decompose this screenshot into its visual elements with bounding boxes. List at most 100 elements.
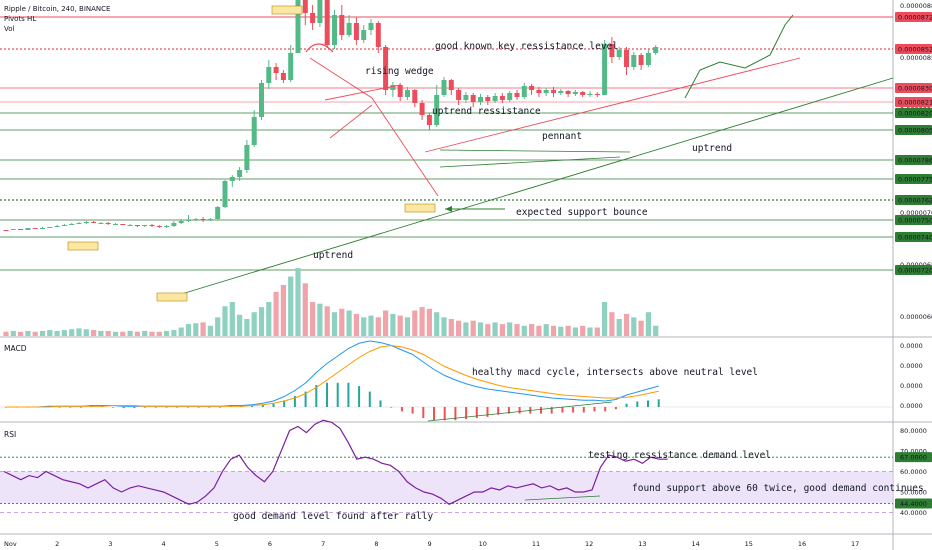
- candle[interactable]: [609, 44, 615, 57]
- candle[interactable]: [171, 223, 177, 226]
- candle[interactable]: [521, 86, 527, 97]
- candle[interactable]: [419, 103, 425, 115]
- candle[interactable]: [653, 47, 659, 53]
- candle[interactable]: [507, 93, 513, 100]
- candle[interactable]: [295, 0, 301, 53]
- candle[interactable]: [412, 90, 418, 103]
- candle[interactable]: [3, 230, 9, 231]
- candle[interactable]: [580, 92, 586, 95]
- volume-bar: [164, 330, 170, 336]
- candle[interactable]: [237, 170, 243, 177]
- candle[interactable]: [478, 97, 483, 102]
- candle[interactable]: [244, 145, 250, 170]
- candle[interactable]: [280, 73, 286, 80]
- candle[interactable]: [638, 55, 644, 65]
- candle[interactable]: [222, 181, 228, 207]
- candle[interactable]: [324, 0, 330, 45]
- macd-signal-line: [6, 344, 659, 408]
- candle[interactable]: [470, 95, 476, 102]
- candle[interactable]: [134, 225, 140, 226]
- volume-bar: [521, 325, 527, 336]
- candle[interactable]: [536, 90, 542, 93]
- candle[interactable]: [288, 53, 294, 80]
- candle[interactable]: [40, 228, 45, 229]
- candle[interactable]: [390, 85, 396, 90]
- candle[interactable]: [361, 30, 367, 40]
- candle[interactable]: [551, 90, 556, 93]
- candle[interactable]: [332, 15, 337, 45]
- candle[interactable]: [434, 95, 440, 125]
- candle[interactable]: [200, 219, 206, 220]
- candle[interactable]: [645, 53, 651, 65]
- candle[interactable]: [346, 23, 352, 35]
- time-axis-label: 11: [532, 540, 540, 548]
- support-arrow-head: [445, 206, 452, 212]
- candle[interactable]: [631, 55, 637, 67]
- candle[interactable]: [492, 96, 498, 101]
- candle[interactable]: [441, 80, 447, 95]
- candle[interactable]: [91, 222, 97, 223]
- candle[interactable]: [186, 220, 191, 221]
- candle[interactable]: [61, 225, 67, 226]
- candle[interactable]: [383, 47, 389, 90]
- candle[interactable]: [310, 13, 316, 23]
- candle[interactable]: [142, 225, 148, 226]
- candle[interactable]: [529, 86, 535, 90]
- candle[interactable]: [10, 229, 16, 230]
- candle[interactable]: [587, 94, 593, 95]
- candle[interactable]: [47, 227, 53, 228]
- candle[interactable]: [594, 94, 600, 95]
- candle[interactable]: [266, 67, 272, 83]
- candle[interactable]: [273, 67, 279, 73]
- candle[interactable]: [616, 50, 622, 57]
- volume-bar: [353, 313, 359, 336]
- candle[interactable]: [127, 225, 133, 226]
- candle[interactable]: [543, 90, 549, 93]
- candle[interactable]: [32, 228, 38, 229]
- candle[interactable]: [514, 93, 520, 97]
- candle[interactable]: [448, 80, 454, 90]
- candle[interactable]: [76, 223, 82, 224]
- candle[interactable]: [463, 95, 469, 100]
- candle[interactable]: [624, 50, 629, 67]
- candle[interactable]: [602, 44, 608, 95]
- candle[interactable]: [353, 23, 359, 40]
- candle[interactable]: [456, 90, 462, 100]
- candle[interactable]: [25, 228, 31, 230]
- candle[interactable]: [426, 115, 432, 125]
- candle[interactable]: [178, 221, 184, 223]
- candle[interactable]: [54, 226, 60, 227]
- candle[interactable]: [149, 225, 155, 226]
- candle[interactable]: [485, 97, 491, 101]
- candle[interactable]: [193, 219, 199, 220]
- candle[interactable]: [105, 223, 111, 224]
- candle[interactable]: [565, 91, 571, 94]
- candle[interactable]: [98, 223, 104, 224]
- candle[interactable]: [207, 219, 213, 220]
- candle[interactable]: [69, 224, 75, 225]
- candle[interactable]: [259, 83, 264, 117]
- candle[interactable]: [397, 85, 403, 97]
- candle[interactable]: [156, 226, 162, 227]
- price-level-badge: [895, 232, 932, 242]
- candle[interactable]: [317, 0, 323, 23]
- candle[interactable]: [164, 226, 170, 227]
- candle[interactable]: [368, 23, 374, 30]
- candle[interactable]: [405, 90, 410, 97]
- candle[interactable]: [499, 96, 505, 100]
- candle[interactable]: [113, 224, 118, 225]
- candle[interactable]: [339, 15, 345, 35]
- candle[interactable]: [215, 207, 221, 219]
- candle[interactable]: [120, 224, 126, 225]
- candle[interactable]: [18, 229, 24, 230]
- candle[interactable]: [83, 222, 89, 223]
- candle[interactable]: [302, 0, 308, 13]
- candle[interactable]: [229, 177, 235, 181]
- candle[interactable]: [251, 117, 257, 145]
- candle[interactable]: [375, 23, 381, 47]
- candle[interactable]: [572, 92, 578, 94]
- macd-histogram-bar: [315, 385, 318, 407]
- candle[interactable]: [558, 91, 564, 93]
